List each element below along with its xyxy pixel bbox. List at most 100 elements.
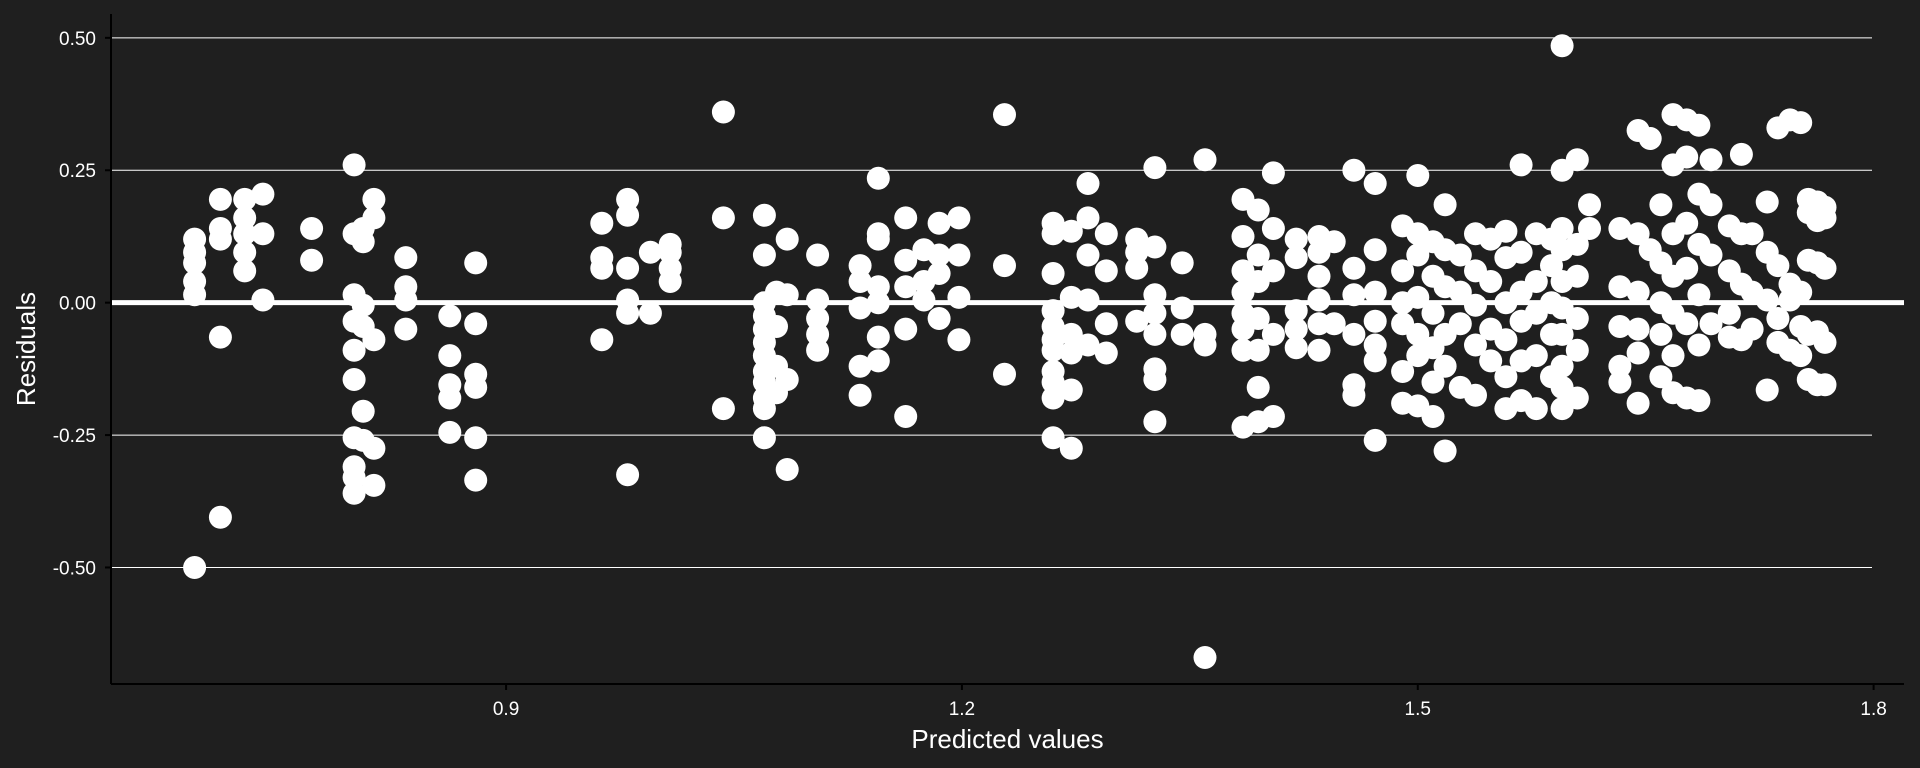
data-point [1509,240,1533,264]
data-point [342,153,366,177]
data-point [1479,349,1503,373]
data-point [866,275,890,299]
data-point [1094,312,1118,336]
data-point [658,240,682,264]
x-axis-title: Predicted values [911,724,1103,754]
data-point [1550,354,1574,378]
data-point [1550,217,1574,240]
data-point [752,243,776,267]
data-point [438,386,462,410]
data-point [1608,315,1632,338]
data-point [1813,373,1837,397]
data-point [1675,145,1699,169]
data-point [848,254,872,278]
data-point [848,354,872,378]
data-point [183,283,207,307]
data-point [848,270,872,293]
data-point [1076,172,1100,195]
data-point [1041,262,1065,285]
data-point [1363,309,1387,333]
data-point [1041,426,1065,450]
data-point [1284,336,1308,360]
data-point [1193,148,1217,172]
data-point [1363,238,1387,262]
data-point [1524,344,1548,368]
data-point [1464,383,1487,407]
data-point [1608,370,1632,394]
data-point [1094,341,1118,365]
data-point [806,322,830,346]
data-point [1626,280,1650,304]
data-point [1578,193,1601,217]
data-point [1363,172,1387,195]
data-point [616,301,640,325]
data-point [1789,111,1813,135]
data-point [1448,312,1472,336]
data-point [993,103,1016,127]
data-point [464,426,488,450]
data-point [1494,328,1518,352]
data-point [1076,333,1100,357]
data-point [1284,299,1308,323]
data-point [362,206,386,230]
data-point [464,251,488,275]
data-point [775,227,799,251]
data-point [1363,333,1387,357]
data-point [1322,312,1346,336]
data-point [1059,436,1083,460]
data-point [927,262,951,285]
data-point [1307,288,1331,312]
data-point [765,315,788,338]
data-point [1143,235,1167,259]
data-point [342,465,366,489]
data-point [894,275,918,299]
data-point [1813,256,1837,280]
data-point [394,317,418,341]
data-point [1464,333,1487,357]
y-axis-ticks: 0.50 0.25 0.00 -0.25 -0.50 [53,29,111,579]
data-point [1699,312,1723,336]
data-point [351,293,375,317]
x-tick-label: 1.8 [1860,699,1886,720]
data-point [1406,164,1430,187]
data-point [894,248,918,272]
data-point [300,248,324,272]
data-point [362,473,386,497]
data-point [208,325,232,349]
data-point [1699,148,1723,172]
data-point [1143,322,1167,346]
data-point [251,288,275,312]
data-point [638,301,662,325]
data-point [775,283,799,307]
data-point [1231,225,1255,248]
data-point [251,222,275,246]
data-point [1687,333,1711,357]
data-point [1125,256,1149,280]
data-point [1626,222,1650,246]
data-point [1550,34,1574,58]
data-point [1766,254,1790,278]
data-point [1638,127,1662,150]
data-point [1421,405,1445,428]
data-point [1307,338,1331,362]
data-point [1322,230,1346,254]
data-point [1041,338,1065,362]
data-point [806,243,830,267]
data-point [1729,142,1753,166]
data-point [1687,389,1711,413]
data-point [1494,365,1518,389]
data-point [866,227,890,251]
data-point [993,362,1016,386]
data-point [1076,288,1100,312]
data-point [1041,222,1065,246]
data-point [362,187,386,211]
data-point [1342,383,1366,407]
data-point [1143,301,1167,325]
data-point [1246,338,1270,362]
data-point [775,458,799,481]
data-point [947,243,971,267]
data-point [590,211,614,235]
data-point [1170,322,1194,346]
data-point [1143,283,1167,307]
data-point [1565,264,1589,288]
